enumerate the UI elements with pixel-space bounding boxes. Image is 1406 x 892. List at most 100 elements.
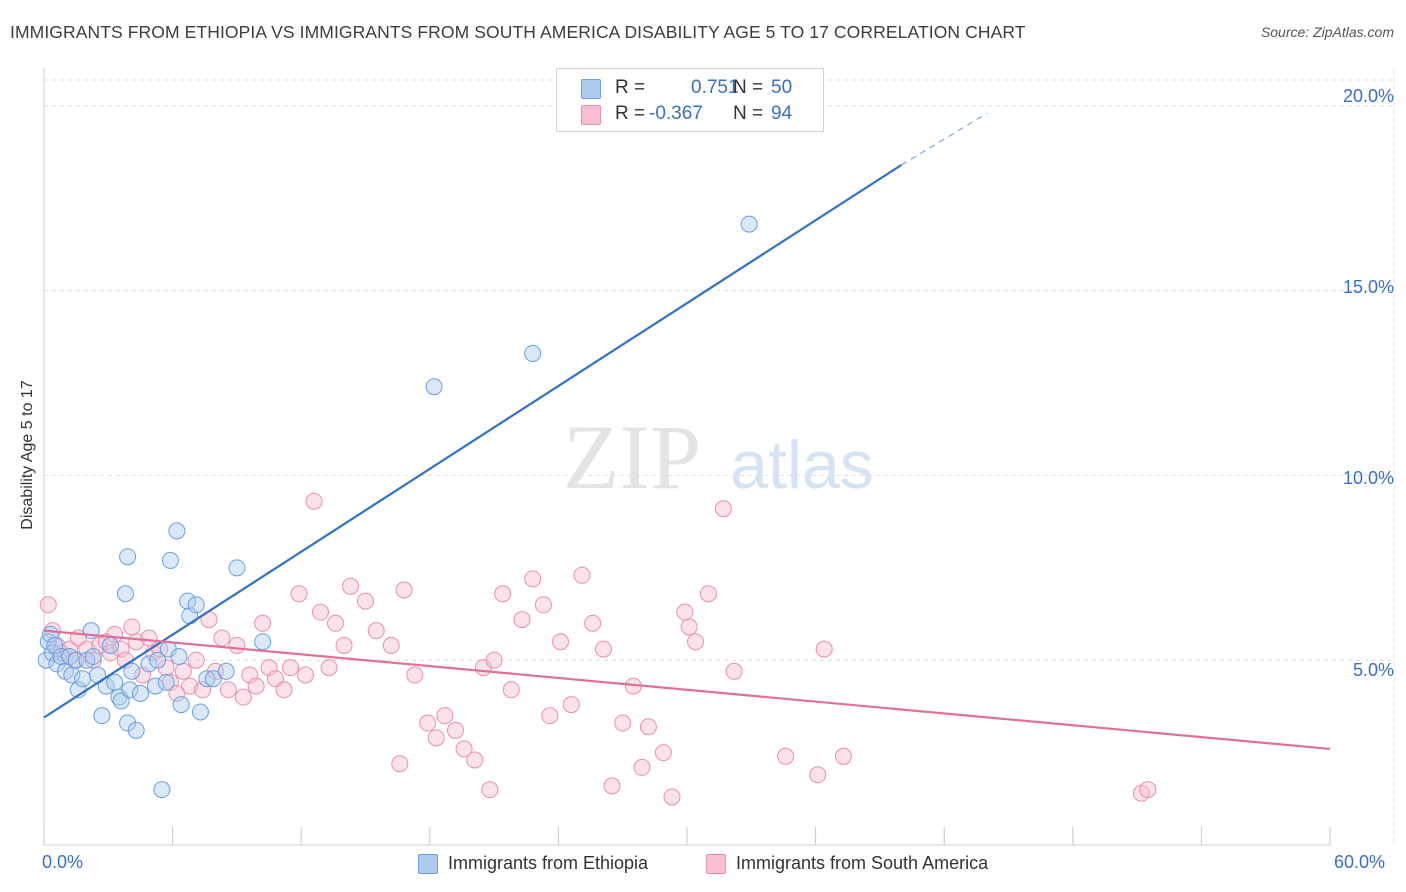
south-america-point [513, 611, 531, 629]
axes [43, 68, 1331, 846]
chart-title: IMMIGRANTS FROM ETHIOPIA VS IMMIGRANTS F… [10, 22, 1026, 42]
south-america-point [663, 788, 681, 806]
south-america-point [584, 614, 602, 632]
ethiopia-trend-line [43, 164, 902, 719]
ethiopia-point [131, 684, 149, 702]
south-america-point [541, 707, 559, 725]
south-america-point [436, 707, 454, 725]
ethiopia-point [116, 585, 134, 603]
ethiopia-point [123, 662, 141, 680]
south-america-point [594, 640, 612, 658]
ethiopia-point [140, 655, 158, 673]
watermark-atlas: atlas [730, 427, 874, 503]
source-credit: Source: ZipAtlas.com [1260, 24, 1394, 40]
ethiopia-trend-extension [901, 112, 988, 166]
south-america-point [382, 636, 400, 654]
legend-r-label: R = [615, 103, 646, 124]
south-america-point [406, 666, 424, 684]
south-america-point [562, 696, 580, 714]
trend-lines [43, 112, 1331, 751]
south-america-point [305, 492, 323, 510]
south-america-point [181, 677, 199, 695]
south-america-point [254, 614, 272, 632]
ethiopia-swatch [581, 79, 601, 99]
south-america-point [427, 729, 445, 747]
ethiopia-point [121, 681, 139, 699]
south-america-point [296, 666, 314, 684]
x-axis-max-label: 60.0% [1334, 852, 1386, 872]
ethiopia-point [127, 721, 145, 739]
south-america-point [494, 585, 512, 603]
ethiopia-point [119, 714, 137, 732]
south-america-point [247, 677, 265, 695]
south-america-point [699, 585, 717, 603]
south-america-point [777, 747, 795, 765]
south-america-points [39, 492, 1157, 806]
ethiopia-point [172, 696, 190, 714]
ethiopia-point [74, 670, 92, 688]
gridlines [44, 70, 1395, 845]
south-america-point [481, 781, 499, 799]
south-america-point [241, 666, 259, 684]
south-america-point [573, 566, 591, 584]
south-america-point [534, 596, 552, 614]
south-america-point [311, 603, 329, 621]
ethiopia-point [204, 670, 222, 688]
ethiopia-point [179, 592, 197, 610]
ethiopia-point [101, 636, 119, 654]
ethiopia-point [149, 651, 167, 669]
south-america-point [485, 651, 503, 669]
south-america-point [419, 714, 437, 732]
south-america-point [281, 659, 299, 677]
south-america-point [213, 629, 231, 647]
south-america-point [187, 651, 205, 669]
legend-r-label: R = [615, 77, 646, 98]
south-america-point [455, 740, 473, 758]
south-america-point [654, 744, 672, 762]
south-america-point [335, 636, 353, 654]
south-america-point [260, 659, 278, 677]
south-america-point [524, 570, 542, 588]
south-america-point [168, 684, 186, 702]
south-america-point [357, 592, 374, 610]
ethiopia-point [157, 673, 175, 691]
y-tick-label: 5.0% [1352, 660, 1394, 680]
y-tick-label: 10.0% [1342, 468, 1394, 488]
south-america-point [174, 662, 192, 680]
ethiopia-r-value: 0.751 [691, 77, 739, 98]
y-tick-label: 15.0% [1342, 277, 1394, 297]
south-america-point [502, 681, 520, 699]
ethiopia-point [191, 703, 209, 721]
ethiopia-point [168, 522, 186, 540]
south-america-point [123, 618, 141, 636]
south-america-trend-line [43, 629, 1331, 751]
ethiopia-point [93, 707, 111, 725]
south-america-point [234, 688, 252, 706]
south-america-point [809, 766, 827, 784]
south-america-point [39, 596, 57, 614]
south-america-point [834, 747, 852, 765]
ethiopia-point [161, 551, 179, 569]
south-america-point [687, 633, 705, 651]
south-america-point [714, 500, 732, 518]
legend-n-label: N = [733, 77, 764, 98]
south-america-point [391, 755, 409, 773]
ethiopia-point [198, 670, 216, 688]
watermark-zip: ZIP [563, 406, 701, 508]
south-america-point [614, 714, 632, 732]
south-america-r-value: -0.367 [649, 103, 703, 124]
ethiopia-point [217, 662, 235, 680]
south-america-swatch [581, 105, 601, 125]
south-america-point [1139, 781, 1157, 799]
south-america-point [725, 662, 743, 680]
south-america-point [101, 644, 119, 662]
watermark: ZIP atlas [563, 406, 874, 508]
ethiopia-point [119, 548, 137, 566]
ethiopia-points [37, 215, 758, 799]
legend-n-label: N = [733, 103, 764, 124]
ethiopia-point [524, 344, 542, 362]
south-america-point [219, 681, 237, 699]
ethiopia-n-value: 50 [771, 77, 793, 98]
south-america-point [633, 758, 651, 776]
south-america-point [275, 681, 293, 699]
